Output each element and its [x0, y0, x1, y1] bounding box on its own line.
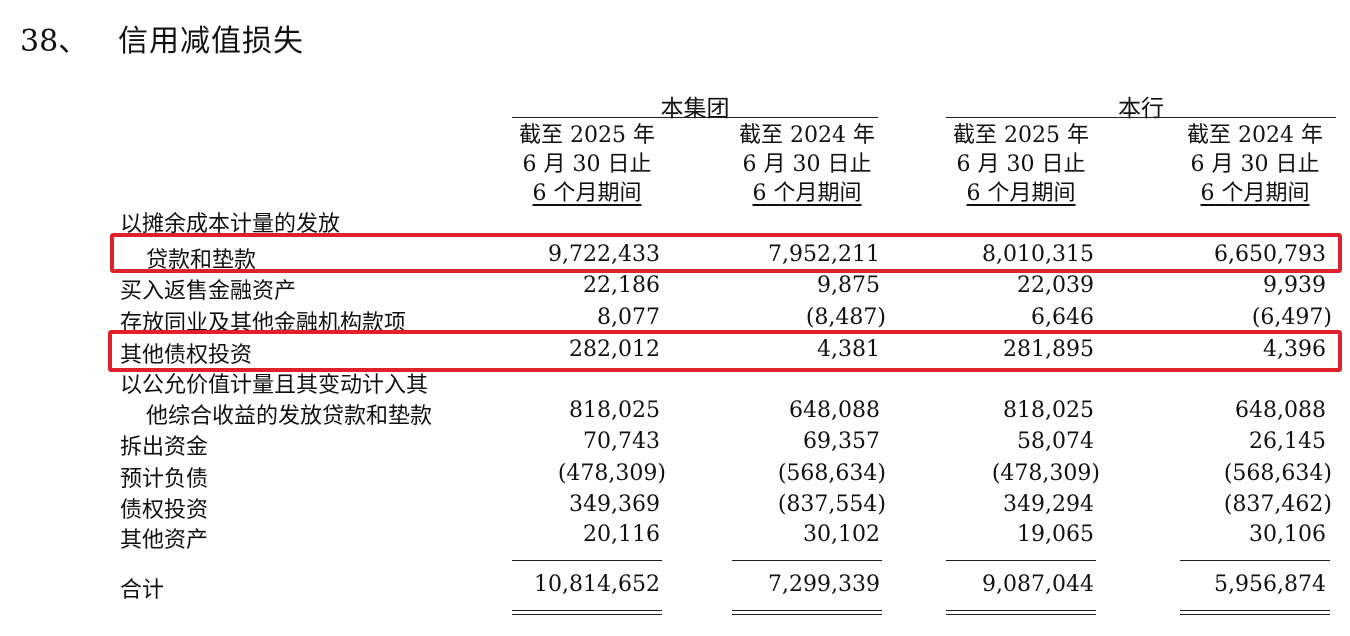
column-header: 截至 2025 年 6 月 30 日止 6 个月期间 [512, 121, 662, 208]
row-label: 贷款和垫款 [146, 248, 257, 273]
total-double-rule [946, 610, 1096, 615]
column-header-line2: 6 月 30 日止 [956, 152, 1086, 177]
cell-value: (478,309) [991, 461, 1100, 486]
cell-value: 648,088 [1235, 398, 1326, 423]
highlight-box-loans [110, 233, 1342, 273]
total-double-rule [512, 610, 662, 615]
column-header-line2: 6 月 30 日止 [522, 152, 652, 177]
cell-value: 818,025 [1003, 398, 1094, 423]
cell-value: 26,145 [1249, 429, 1326, 454]
cell-value: 9,722,433 [548, 242, 660, 267]
subtotal-rule [1180, 560, 1330, 561]
cell-value: (6,497) [1251, 305, 1332, 330]
row-label: 拆出资金 [120, 435, 209, 460]
row-label: 以公允价值计量且其变动计入其 [120, 373, 429, 398]
cell-value: 4,381 [817, 337, 880, 362]
total-double-rule [732, 610, 882, 615]
cell-value: 282,012 [569, 337, 660, 362]
cell-value: 349,369 [569, 492, 660, 517]
cell-value: 6,646 [1031, 305, 1094, 330]
column-header: 截至 2024 年 6 月 30 日止 6 个月期间 [1180, 121, 1330, 208]
column-header: 截至 2025 年 6 月 30 日止 6 个月期间 [946, 121, 1096, 208]
group-underline-group [512, 117, 878, 118]
row-label: 债权投资 [120, 498, 209, 523]
row-label: 预计负债 [120, 467, 209, 492]
subtotal-rule [946, 560, 1096, 561]
column-header-line2: 6 月 30 日止 [1190, 152, 1320, 177]
row-label: 其他资产 [120, 528, 209, 553]
row-label: 其他债权投资 [120, 343, 253, 368]
cell-value: 70,743 [583, 429, 660, 454]
cell-value: 6,650,793 [1214, 242, 1326, 267]
section-title: 信用减值损失 [118, 24, 304, 59]
cell-value: 30,102 [803, 522, 880, 547]
cell-value: 8,010,315 [982, 242, 1094, 267]
highlight-box-other-debt [108, 330, 1342, 372]
cell-value: 818,025 [569, 398, 660, 423]
cell-value: 69,357 [803, 429, 880, 454]
cell-value: 7,952,211 [768, 242, 880, 267]
cell-value: (837,462) [1223, 492, 1332, 517]
column-header-line3: 6 个月期间 [966, 181, 1076, 206]
section-number: 38、 [20, 24, 89, 59]
cell-value: 22,186 [583, 273, 660, 298]
column-header-line3: 6 个月期间 [752, 181, 862, 206]
subtotal-rule [732, 560, 882, 561]
cell-value: (8,487) [805, 305, 886, 330]
cell-value: 8,077 [597, 305, 660, 330]
cell-value: (478,309) [557, 461, 666, 486]
cell-value: 19,065 [1017, 522, 1094, 547]
group-underline-bank [946, 117, 1336, 118]
total-value: 9,087,044 [982, 572, 1094, 597]
column-header-line3: 6 个月期间 [1200, 181, 1310, 206]
cell-value: 30,106 [1249, 522, 1326, 547]
cell-value: 22,039 [1017, 273, 1094, 298]
column-header-line2: 6 月 30 日止 [742, 152, 872, 177]
column-header-line3: 6 个月期间 [532, 181, 642, 206]
cell-value: 648,088 [789, 398, 880, 423]
column-header-line1: 截至 2024 年 [1187, 123, 1323, 148]
cell-value: 20,116 [583, 522, 660, 547]
cell-value: 9,939 [1263, 273, 1326, 298]
row-label: 买入返售金融资产 [120, 279, 297, 304]
row-label: 他综合收益的发放贷款和垫款 [146, 404, 433, 429]
column-header-line1: 截至 2025 年 [519, 123, 655, 148]
column-header-line1: 截至 2025 年 [953, 123, 1089, 148]
cell-value: (837,554) [777, 492, 886, 517]
cell-value: 281,895 [1003, 337, 1094, 362]
column-header: 截至 2024 年 6 月 30 日止 6 个月期间 [732, 121, 882, 208]
total-value: 10,814,652 [534, 572, 660, 597]
cell-value: (568,634) [777, 461, 886, 486]
cell-value: (568,634) [1223, 461, 1332, 486]
cell-value: 58,074 [1017, 429, 1094, 454]
cell-value: 349,294 [1003, 492, 1094, 517]
subtotal-rule [512, 560, 662, 561]
cell-value: 4,396 [1263, 337, 1326, 362]
total-label: 合计 [120, 578, 165, 603]
cell-value: 9,875 [817, 273, 880, 298]
row-label: 以摊余成本计量的发放 [120, 212, 341, 237]
total-double-rule [1180, 610, 1330, 615]
total-value: 7,299,339 [768, 572, 880, 597]
total-value: 5,956,874 [1214, 572, 1326, 597]
column-header-line1: 截至 2024 年 [739, 123, 875, 148]
